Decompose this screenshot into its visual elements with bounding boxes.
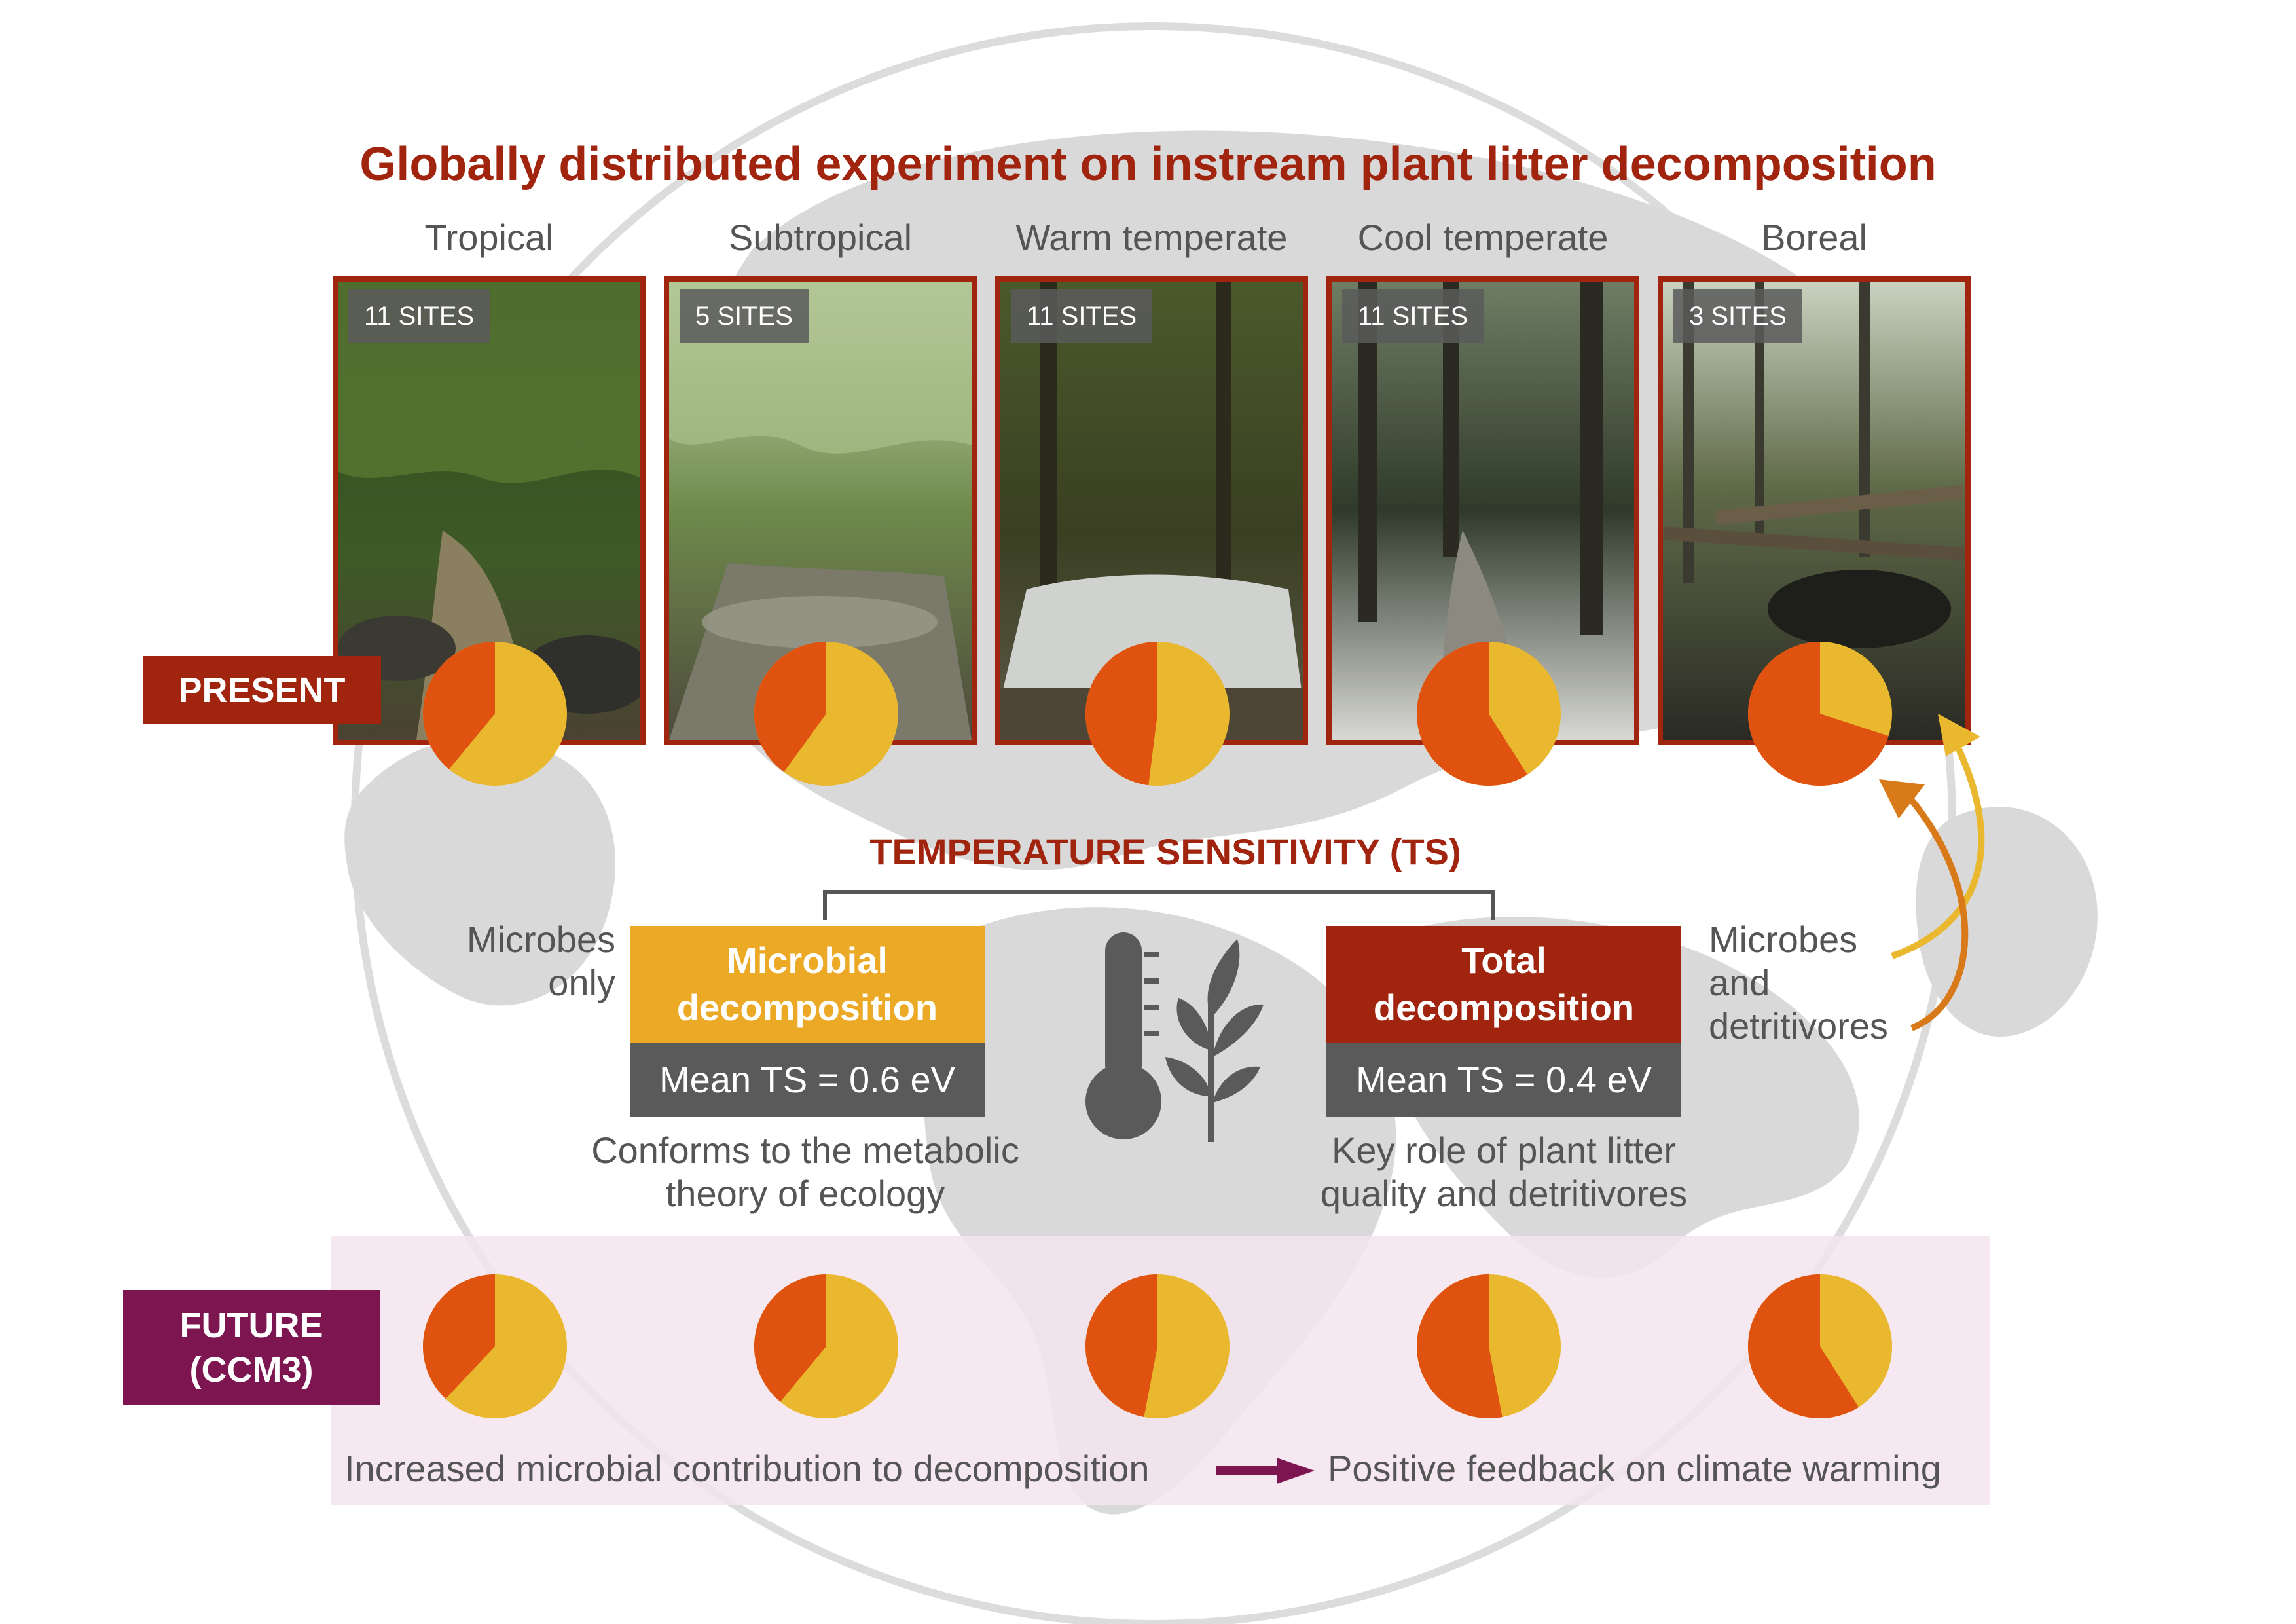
microbes-arrow-head [1938,714,1980,756]
pie-slice-orange [754,1274,826,1402]
site-count-badge-warm-temperate: 11 SITES [1011,289,1153,343]
present-pie-tropical [423,642,567,786]
microbes-only-label: Microbes only [419,918,615,1005]
site-count-badge-tropical: 11 SITES [348,289,490,343]
pie-slice-orange [423,642,495,769]
future-pie-cool-temperate [1417,1274,1561,1418]
future-pie-warm-temperate [1085,1274,1230,1418]
microbial-decomposition-box: Microbial decomposition [630,926,985,1043]
positive-feedback-text: Positive feedback on climate warming [1328,1448,1941,1489]
present-pie-boreal [1748,642,1892,786]
detritivores-arrow [1903,790,1969,1031]
site-count-badge-boreal: 3 SITES [1673,289,1802,343]
thermometer-icon [1085,932,1161,1139]
microbes-detritivores-line1: Microbes [1709,919,1858,960]
pie-slice-orange [1085,1274,1157,1418]
present-pie-subtropical [754,642,898,786]
microbial-caption: Conforms to the metabolic theory of ecol… [543,1129,1067,1215]
pie-slice-orange [1417,642,1527,786]
microbial-mean-ts: Mean TS = 0.6 eV [630,1043,985,1117]
total-caption: Key role of plant litter quality and det… [1242,1129,1766,1215]
total-mean-ts: Mean TS = 0.4 eV [1326,1043,1681,1117]
future-label-line1: FUTURE [179,1306,323,1345]
pie-slice-orange [1748,1274,1859,1418]
increased-microbial-contribution-text: Increased microbial contribution to deco… [344,1448,1150,1489]
total-caption-line2: quality and detritivores [1320,1173,1688,1214]
future-pie-boreal [1748,1274,1892,1418]
continent-west [344,737,615,1006]
microbial-box-line1: Microbial [727,940,888,981]
diagram-title: Globally distributed experiment on instr… [359,138,1937,191]
biome-label-subtropical: Subtropical [728,217,913,258]
curved-arrows [1879,714,1985,1031]
total-box-line1: Total [1461,940,1546,981]
microbial-caption-line2: theory of ecology [665,1173,945,1214]
pie-slice-orange [423,1274,495,1399]
microbial-caption-line1: Conforms to the metabolic [591,1130,1019,1171]
right-arrow-icon [1216,1458,1315,1484]
plant-icon [1165,939,1264,1142]
biome-label-boreal: Boreal [1761,217,1867,258]
future-pie-subtropical [754,1274,898,1418]
microbes-only-line1: Microbes [466,919,615,960]
pie-slice-orange [754,642,826,772]
continent-east [1916,807,2098,1037]
thermometer-plant-icon [1085,932,1264,1142]
pie-slice-orange [1085,642,1157,786]
future-label-line2: (CCM3) [189,1350,314,1390]
site-count-badge-subtropical: 5 SITES [680,289,809,343]
pie-slice-orange [1748,642,1889,786]
microbes-detritivores-line3: detritivores [1709,1005,1888,1046]
future-pie-tropical [423,1274,567,1418]
site-count-badge-cool-temperate: 11 SITES [1342,289,1484,343]
photo-warm-temperate-stream [995,276,1308,745]
biome-label-tropical: Tropical [424,217,554,258]
future-label: FUTURE (CCM3) [123,1290,380,1405]
total-decomposition-box: Total decomposition [1326,926,1681,1043]
photo-boreal-stream [1658,276,1971,745]
microbes-detritivores-line2: and [1709,962,1770,1003]
microbes-and-detritivores-label: Microbes and detritivores [1709,918,1944,1048]
biome-label-cool-temperate: Cool temperate [1357,217,1609,258]
detritivores-arrow-head [1879,779,1925,819]
ts-bracket [823,890,1495,920]
total-box-line2: decomposition [1373,987,1635,1028]
microbes-arrow [1891,745,1985,959]
total-caption-line1: Key role of plant litter [1331,1130,1677,1171]
biome-label-warm-temperate: Warm temperate [1015,217,1288,258]
pie-slice-orange [1417,1274,1503,1418]
microbes-only-line2: only [548,962,615,1003]
present-label: PRESENT [143,656,381,724]
temperature-sensitivity-title: TEMPERATURE SENSITIVITY (TS) [869,831,1461,872]
present-pie-cool-temperate [1417,642,1561,786]
microbial-box-line2: decomposition [676,987,938,1028]
present-pie-warm-temperate [1085,642,1230,786]
